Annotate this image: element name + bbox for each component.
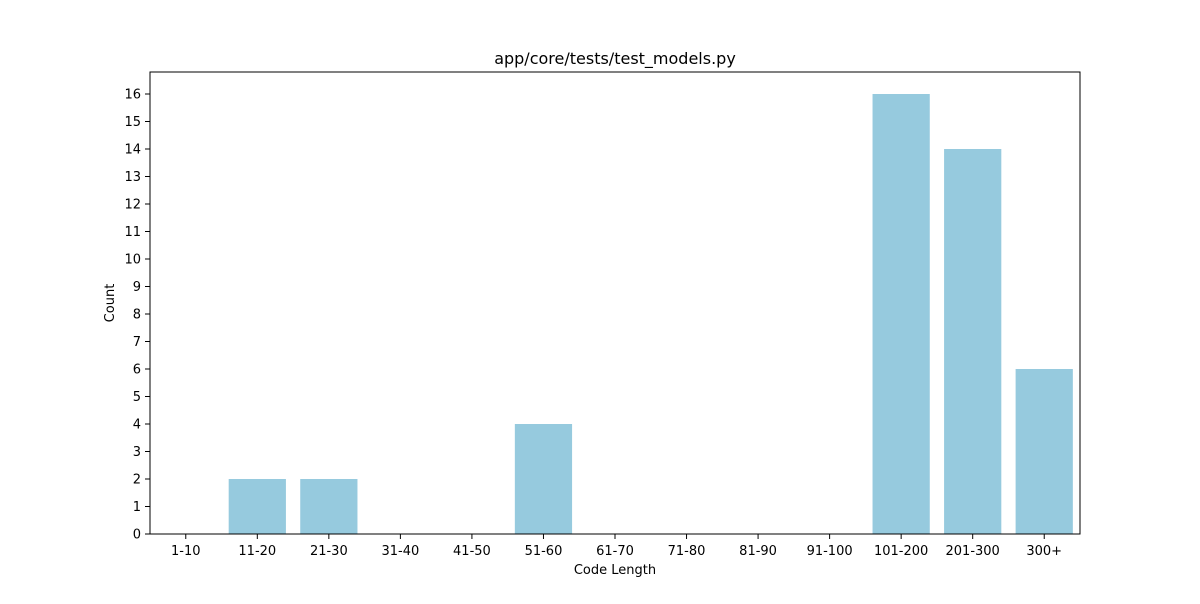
y-tick-label: 9 bbox=[133, 280, 141, 295]
x-axis-ticks: 1-10 11-20 21-30 31-40 41-50 51-60 61-70 71-80 8… bbox=[171, 534, 1062, 559]
x-tick-label: 31-40 bbox=[381, 544, 419, 559]
x-tick-label: 41-50 bbox=[453, 544, 491, 559]
y-tick-label: 10 bbox=[124, 253, 141, 268]
x-tick-label: 300+ bbox=[1026, 544, 1062, 559]
y-tick-label: 16 bbox=[124, 88, 141, 103]
y-tick-label: 6 bbox=[133, 363, 141, 378]
y-tick-label: 8 bbox=[133, 308, 141, 323]
y-tick-label: 1 bbox=[133, 500, 141, 515]
y-tick-label: 7 bbox=[133, 335, 141, 350]
x-tick-label: 61-70 bbox=[596, 544, 634, 559]
bar-201-300 bbox=[944, 149, 1002, 534]
x-tick-label: 201-300 bbox=[946, 544, 1000, 559]
chart-title: app/core/tests/test_models.py bbox=[494, 49, 736, 69]
x-tick-label: 51-60 bbox=[525, 544, 563, 559]
x-tick-label: 91-100 bbox=[807, 544, 853, 559]
x-tick-label: 101-200 bbox=[874, 544, 928, 559]
bar-51-60 bbox=[514, 424, 573, 534]
bar-21-30 bbox=[300, 479, 358, 534]
x-tick-label: 71-80 bbox=[668, 544, 706, 559]
y-tick-label: 14 bbox=[124, 143, 141, 158]
plot-area-frame bbox=[149, 71, 1081, 535]
y-tick-label: 15 bbox=[124, 115, 141, 130]
y-axis-label: Count bbox=[103, 284, 118, 323]
y-tick-label: 3 bbox=[133, 445, 141, 460]
x-tick-label: 81-90 bbox=[739, 544, 777, 559]
bar-300+ bbox=[1015, 369, 1073, 534]
bar-101-200 bbox=[872, 94, 930, 534]
y-tick-label: 4 bbox=[133, 418, 141, 433]
y-tick-label: 2 bbox=[133, 473, 141, 488]
bars-group bbox=[228, 94, 1073, 534]
x-tick-label: 21-30 bbox=[310, 544, 348, 559]
bar-11-20 bbox=[228, 479, 286, 534]
y-tick-label: 11 bbox=[124, 225, 141, 240]
y-tick-label: 5 bbox=[133, 390, 141, 405]
y-tick-label: 12 bbox=[124, 198, 141, 213]
x-tick-label: 11-20 bbox=[238, 544, 276, 559]
x-axis-label: Code Length bbox=[574, 563, 656, 578]
y-tick-label: 13 bbox=[124, 170, 141, 185]
y-tick-label: 0 bbox=[133, 528, 141, 543]
x-tick-label: 1-10 bbox=[171, 544, 201, 559]
